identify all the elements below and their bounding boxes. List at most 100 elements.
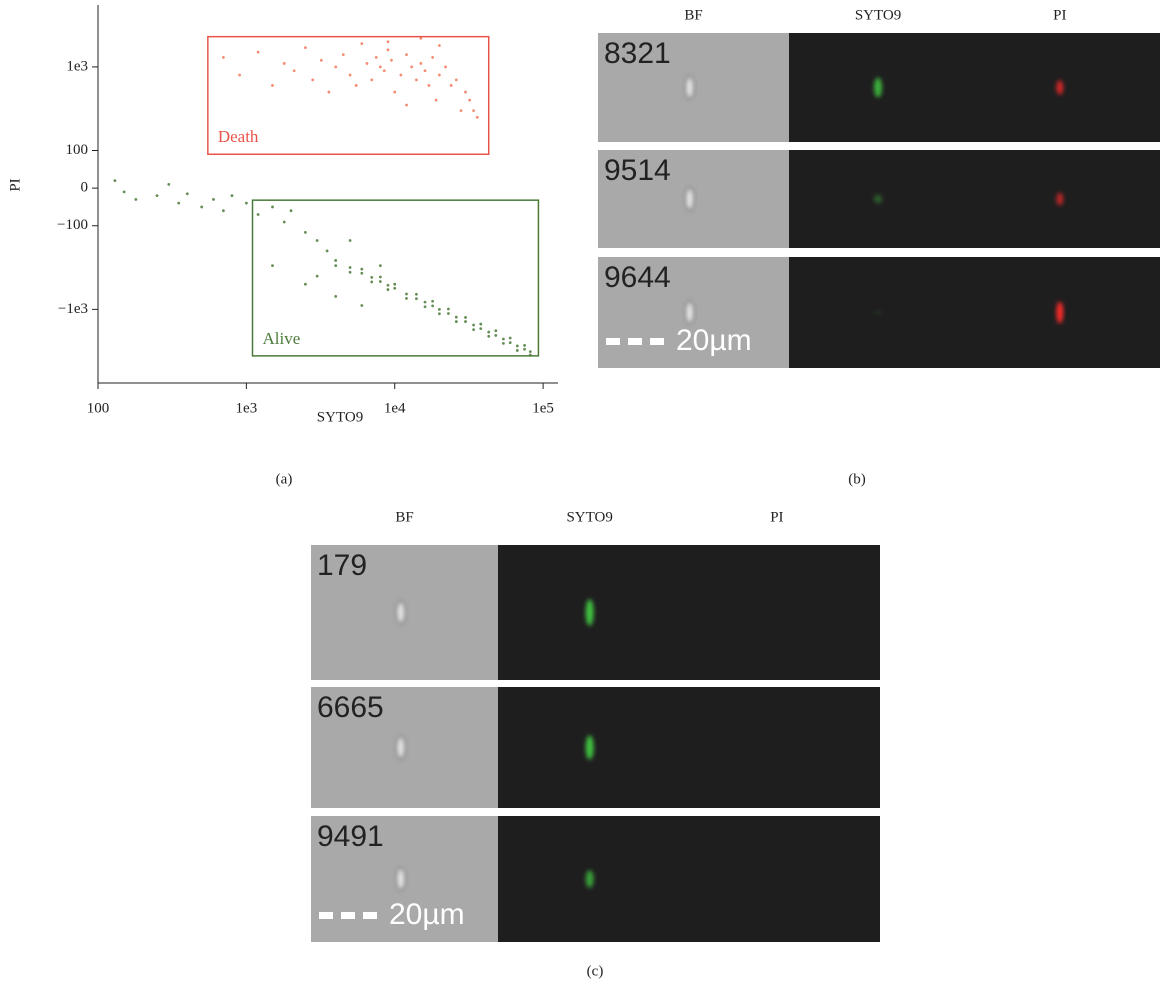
- point: [304, 46, 307, 50]
- point: [464, 90, 467, 94]
- point: [325, 249, 329, 253]
- point: [475, 115, 479, 119]
- red-signal: [1056, 301, 1064, 324]
- point: [256, 213, 260, 216]
- panel-label: (a): [276, 471, 293, 487]
- point: [423, 305, 427, 309]
- point: [334, 259, 338, 262]
- point: [292, 69, 296, 73]
- point: [515, 344, 519, 348]
- point: [382, 69, 386, 73]
- cell-id: 8321: [604, 37, 671, 70]
- point: [370, 276, 374, 279]
- red-signal: [1056, 192, 1064, 206]
- point: [405, 292, 408, 296]
- point: [454, 315, 458, 319]
- point: [370, 78, 374, 82]
- point: [393, 90, 397, 94]
- point: [386, 48, 390, 52]
- scale-bar-dash: [628, 338, 642, 345]
- point: [348, 73, 352, 77]
- point: [230, 194, 234, 198]
- point: [238, 73, 241, 77]
- point: [282, 220, 286, 224]
- point: [360, 271, 364, 275]
- point: [454, 320, 458, 323]
- point: [348, 266, 352, 269]
- point: [415, 78, 418, 82]
- scale-bar-label: 20µm: [389, 898, 465, 931]
- column-label: BF: [684, 7, 702, 23]
- column-label: SYTO9: [855, 7, 901, 23]
- point: [155, 194, 159, 198]
- point: [447, 307, 450, 311]
- point: [319, 58, 323, 62]
- gate: [207, 35, 490, 156]
- fluorescence-image: [498, 545, 880, 680]
- x-tick-label: 1e5: [532, 400, 554, 416]
- point: [315, 274, 319, 278]
- point: [386, 283, 390, 287]
- point: [431, 304, 435, 308]
- point: [405, 53, 408, 57]
- point: [410, 65, 414, 69]
- panel-label: (b): [848, 471, 866, 487]
- scale-bar-dash: [363, 912, 377, 919]
- point: [378, 275, 382, 279]
- column-label: SYTO9: [566, 509, 612, 525]
- green-signal: [874, 310, 883, 315]
- cell-id: 9514: [604, 154, 671, 187]
- point: [508, 341, 512, 345]
- y-tick-label: 1e3: [66, 58, 88, 74]
- point: [134, 198, 138, 201]
- point: [360, 304, 364, 307]
- point: [508, 336, 512, 340]
- cell: [684, 75, 695, 100]
- cell: [396, 867, 406, 891]
- point: [393, 286, 397, 290]
- scale-bar-dash: [341, 912, 355, 919]
- y-tick-label: −1e3: [58, 301, 88, 317]
- point: [393, 282, 397, 286]
- point: [348, 270, 352, 274]
- scatter-panel: 100 1e3 1e4 1e5 −1e3 −100 0 100 1e3 Death Alive: [57, 5, 558, 416]
- cell-id: 6665: [317, 691, 384, 724]
- point: [365, 62, 369, 65]
- point: [334, 65, 338, 69]
- point: [256, 50, 260, 54]
- column-label: PI: [770, 509, 783, 525]
- point: [185, 192, 189, 196]
- point: [271, 205, 274, 209]
- gate-label: Alive: [263, 329, 301, 348]
- fluorescence-image: [789, 150, 1160, 248]
- y-tick-label: 100: [66, 142, 89, 158]
- point: [212, 198, 215, 201]
- point: [386, 288, 390, 291]
- point: [244, 201, 248, 205]
- point: [459, 109, 463, 113]
- point: [360, 267, 364, 271]
- point: [415, 297, 418, 301]
- cell: [396, 600, 406, 625]
- point: [341, 53, 345, 57]
- point: [271, 84, 274, 87]
- point: [438, 44, 441, 47]
- gate: [251, 199, 540, 357]
- fluorescence-image: [498, 687, 880, 808]
- point: [423, 69, 427, 73]
- point: [447, 312, 450, 315]
- column-label: BF: [395, 509, 413, 525]
- point: [472, 109, 475, 113]
- point: [200, 205, 204, 209]
- fluorescence-image: [789, 257, 1160, 368]
- point: [487, 334, 491, 338]
- point: [515, 349, 519, 352]
- point: [523, 347, 526, 351]
- x-tick-label: 1e4: [384, 400, 406, 416]
- point: [348, 239, 352, 242]
- point: [502, 337, 505, 341]
- point: [415, 292, 418, 296]
- point: [177, 201, 181, 205]
- point: [405, 103, 408, 107]
- scale-bar-dash: [606, 338, 620, 345]
